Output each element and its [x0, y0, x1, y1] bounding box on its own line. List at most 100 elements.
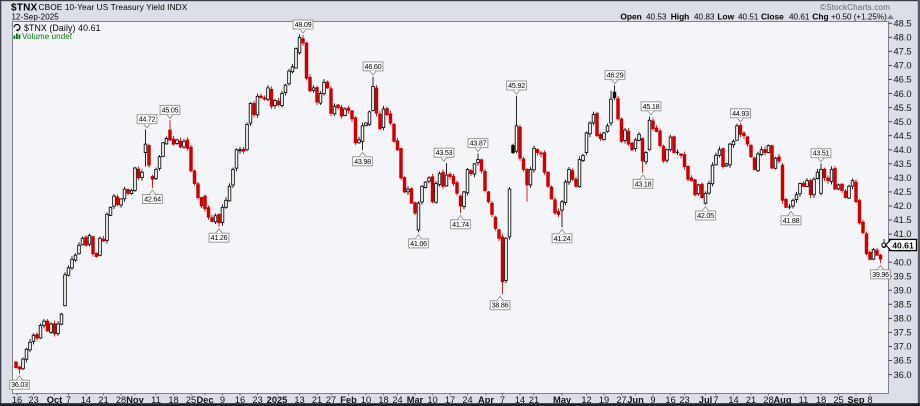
- svg-text:Mar: Mar: [407, 395, 424, 405]
- svg-text:14: 14: [81, 395, 91, 405]
- svg-text:CBOE 10-Year US Treasury Yield: CBOE 10-Year US Treasury Yield INDX: [39, 2, 188, 12]
- svg-text:38.0: 38.0: [894, 314, 912, 324]
- svg-text:25: 25: [833, 395, 843, 405]
- svg-text:+0.50 (+1.25%): +0.50 (+1.25%): [831, 12, 887, 21]
- svg-text:19: 19: [599, 395, 609, 405]
- svg-text:37.5: 37.5: [894, 328, 912, 338]
- svg-text:7: 7: [66, 395, 71, 405]
- svg-text:12-Sep-2025: 12-Sep-2025: [12, 12, 60, 21]
- svg-text:45.05: 45.05: [162, 105, 179, 114]
- svg-text:38.5: 38.5: [894, 300, 912, 310]
- svg-text:44.5: 44.5: [894, 131, 912, 141]
- svg-text:11: 11: [799, 395, 809, 405]
- svg-text:Close: Close: [761, 11, 784, 21]
- svg-text:23: 23: [252, 395, 262, 405]
- svg-text:2025: 2025: [267, 395, 288, 405]
- svg-text:21: 21: [312, 395, 322, 405]
- svg-text:Nov: Nov: [126, 395, 144, 405]
- svg-text:Low: Low: [717, 11, 734, 21]
- svg-text:45.0: 45.0: [894, 117, 912, 127]
- svg-text:16: 16: [665, 395, 675, 405]
- svg-text:48.09: 48.09: [295, 20, 312, 29]
- svg-text:46.60: 46.60: [365, 62, 382, 71]
- svg-text:47.5: 47.5: [894, 47, 912, 57]
- svg-text:11: 11: [151, 395, 161, 405]
- svg-text:42.05: 42.05: [697, 211, 714, 220]
- svg-text:27: 27: [616, 395, 626, 405]
- svg-text:46.5: 46.5: [894, 75, 912, 85]
- svg-text:43.0: 43.0: [894, 173, 912, 183]
- svg-text:18: 18: [816, 395, 826, 405]
- svg-text:Jul: Jul: [699, 395, 712, 405]
- svg-text:45.5: 45.5: [894, 103, 912, 113]
- svg-text:43.51: 43.51: [813, 149, 830, 158]
- svg-text:23: 23: [28, 395, 38, 405]
- svg-text:14: 14: [515, 395, 525, 405]
- svg-text:28: 28: [116, 395, 126, 405]
- svg-text:39.0: 39.0: [894, 285, 912, 295]
- svg-text:42.64: 42.64: [144, 195, 161, 204]
- svg-text:8: 8: [867, 395, 872, 405]
- svg-text:40.61: 40.61: [892, 240, 914, 250]
- svg-text:25: 25: [186, 395, 196, 405]
- svg-text:$TNX: $TNX: [11, 3, 37, 14]
- svg-text:24: 24: [392, 395, 402, 405]
- svg-text:41.88: 41.88: [783, 216, 800, 225]
- svg-text:©StockCharts.com: ©StockCharts.com: [820, 3, 890, 12]
- svg-text:21: 21: [529, 395, 539, 405]
- svg-text:45.18: 45.18: [643, 102, 660, 111]
- svg-text:38.86: 38.86: [492, 301, 509, 310]
- svg-text:24: 24: [462, 395, 472, 405]
- svg-text:40.83: 40.83: [694, 12, 715, 21]
- svg-text:43.5: 43.5: [894, 159, 912, 169]
- svg-text:36.03: 36.03: [11, 380, 28, 389]
- svg-text:13: 13: [294, 395, 304, 405]
- svg-text:44.72: 44.72: [139, 115, 156, 124]
- svg-text:Dec: Dec: [196, 395, 213, 405]
- svg-text:May: May: [553, 395, 572, 405]
- svg-text:47.0: 47.0: [894, 61, 912, 71]
- svg-text:40.0: 40.0: [894, 257, 912, 267]
- svg-text:37.0: 37.0: [894, 342, 912, 352]
- svg-text:48.5: 48.5: [894, 19, 912, 29]
- svg-text:18: 18: [378, 395, 388, 405]
- svg-text:41.5: 41.5: [894, 215, 912, 225]
- svg-text:36.5: 36.5: [894, 356, 912, 366]
- svg-text:Sep: Sep: [847, 395, 864, 405]
- svg-text:9: 9: [220, 395, 225, 405]
- svg-text:42.0: 42.0: [894, 201, 912, 211]
- svg-text:High: High: [671, 11, 690, 21]
- svg-text:10: 10: [361, 395, 371, 405]
- svg-text:9: 9: [650, 395, 655, 405]
- svg-text:46.0: 46.0: [894, 89, 912, 99]
- svg-text:16: 16: [235, 395, 245, 405]
- svg-text:40.53: 40.53: [646, 12, 667, 21]
- svg-text:Aug: Aug: [773, 395, 791, 405]
- svg-text:41.0: 41.0: [894, 229, 912, 239]
- svg-text:$TNX (Daily) 40.61: $TNX (Daily) 40.61: [24, 23, 101, 33]
- svg-text:43.87: 43.87: [470, 139, 487, 148]
- svg-text:18: 18: [168, 395, 178, 405]
- svg-text:Volume undef: Volume undef: [22, 32, 73, 41]
- svg-text:Oct: Oct: [47, 395, 63, 405]
- svg-text:21: 21: [746, 395, 756, 405]
- svg-text:43.98: 43.98: [354, 157, 371, 166]
- svg-text:44.93: 44.93: [732, 109, 749, 118]
- svg-text:10: 10: [427, 395, 437, 405]
- svg-text:43.18: 43.18: [635, 179, 652, 188]
- svg-text:17: 17: [445, 395, 455, 405]
- svg-text:21: 21: [98, 395, 108, 405]
- svg-text:Open: Open: [620, 11, 641, 21]
- svg-text:36.0: 36.0: [894, 370, 912, 380]
- svg-text:44.0: 44.0: [894, 145, 912, 155]
- svg-text:41.24: 41.24: [554, 234, 571, 243]
- svg-text:41.26: 41.26: [211, 233, 228, 242]
- svg-text:40.51: 40.51: [738, 12, 759, 21]
- svg-text:Jun: Jun: [627, 395, 644, 405]
- svg-text:28: 28: [763, 395, 773, 405]
- svg-text:23: 23: [679, 395, 689, 405]
- svg-text:12: 12: [581, 395, 591, 405]
- svg-text:41.06: 41.06: [410, 239, 427, 248]
- svg-text:7: 7: [713, 395, 718, 405]
- svg-text:16: 16: [12, 395, 22, 405]
